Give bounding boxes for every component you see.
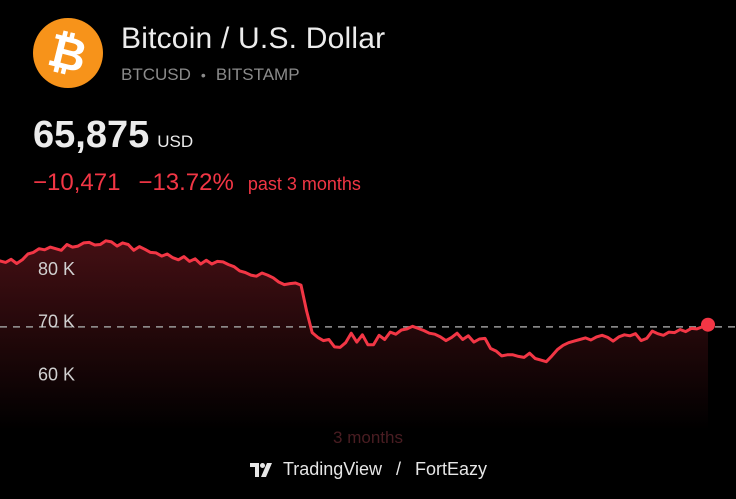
x-axis-label: 3 months <box>333 428 403 447</box>
tradingview-brand: TradingView <box>282 459 382 479</box>
attribution-footer: TradingView / FortEazy <box>0 459 736 480</box>
price-currency: USD <box>157 132 194 151</box>
bitcoin-logo: ₿ <box>33 18 103 88</box>
y-tick-label: 70 K <box>38 312 75 332</box>
footer-author: FortEazy <box>415 459 488 479</box>
change-absolute: −10,471 <box>33 169 121 196</box>
instrument-subtitle: BTCUSD • BITSTAMP <box>121 65 300 85</box>
exchange-label: BITSTAMP <box>215 65 300 84</box>
footer-separator: / <box>396 459 402 479</box>
change-row: −10,471 −13.72% past 3 months <box>33 169 361 197</box>
price-row: 65,875 USD <box>33 114 193 157</box>
symbol-label: BTCUSD <box>121 65 191 84</box>
chart-area-fill <box>0 240 708 430</box>
instrument-title: Bitcoin / U.S. Dollar <box>121 22 386 55</box>
price-line <box>0 239 710 364</box>
separator-dot: • <box>200 67 206 83</box>
tradingview-mark-icon <box>249 462 272 477</box>
y-tick-label: 80 K <box>38 259 75 279</box>
current-price: 65,875 <box>33 114 150 156</box>
tradingview-logo-icon <box>249 462 275 478</box>
change-period: past 3 months <box>247 174 361 194</box>
last-price-marker[interactable] <box>701 317 715 332</box>
y-tick-label: 60 K <box>38 364 75 384</box>
change-percent: −13.72% <box>138 169 234 196</box>
